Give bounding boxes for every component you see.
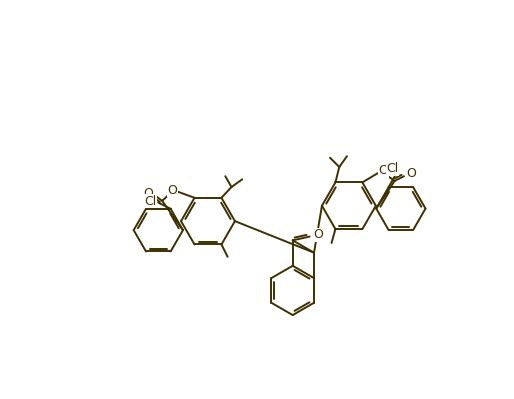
Text: Cl: Cl — [387, 162, 398, 175]
Text: O: O — [378, 164, 388, 177]
Text: O: O — [143, 187, 153, 200]
Text: O: O — [313, 229, 323, 241]
Text: Cl: Cl — [387, 162, 398, 175]
Text: Cl: Cl — [144, 195, 157, 207]
Text: O: O — [313, 229, 323, 241]
Text: Cl: Cl — [144, 195, 157, 207]
Text: O: O — [167, 184, 177, 197]
Text: O: O — [407, 167, 416, 180]
Text: O: O — [407, 167, 416, 180]
Text: O: O — [167, 184, 177, 197]
Text: O: O — [378, 164, 388, 177]
Text: O: O — [143, 187, 153, 200]
